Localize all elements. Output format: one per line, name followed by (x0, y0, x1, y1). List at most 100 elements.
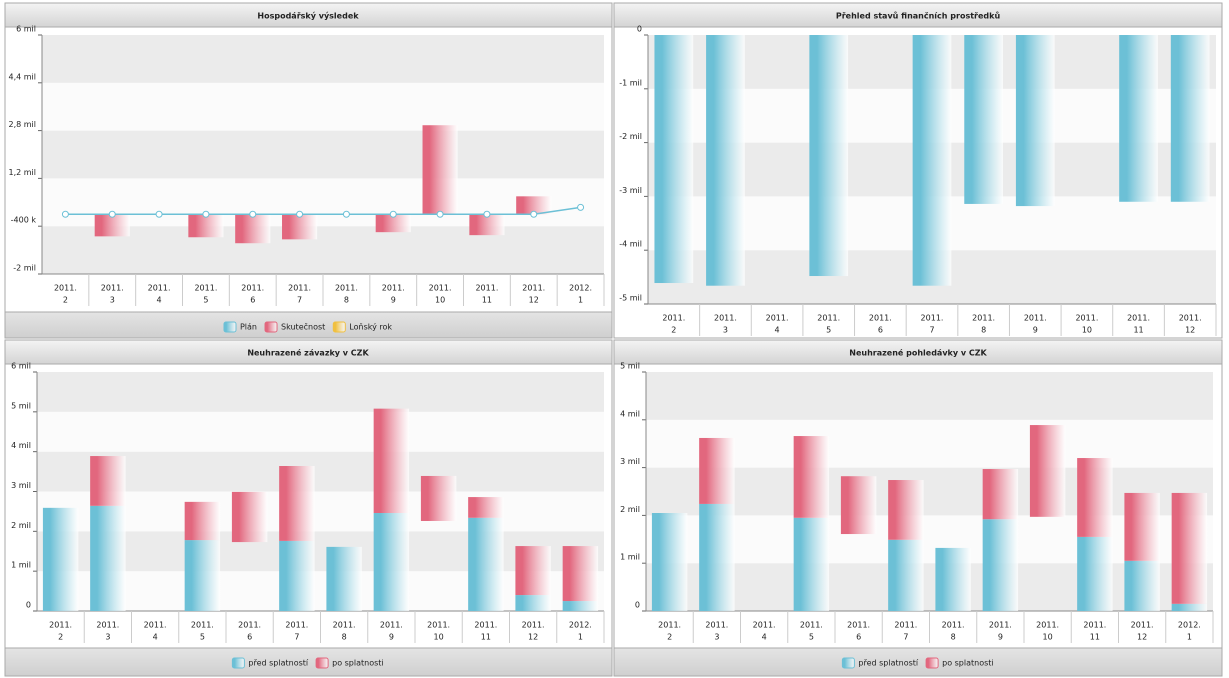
grid-band (646, 515, 1213, 564)
grid-band (42, 226, 604, 274)
y-tick-label: 0 (637, 25, 642, 34)
x-tick-label: 8 (344, 296, 349, 305)
legend-label: Skutečnost (281, 322, 325, 332)
legend-label: Plán (240, 323, 257, 332)
x-tick-label: 2012. (569, 621, 592, 630)
bar (373, 513, 410, 611)
bar (1077, 536, 1113, 611)
x-tick-label: 11 (482, 296, 492, 305)
grid-band (42, 82, 604, 131)
x-tick-label: 9 (1033, 326, 1038, 335)
y-tick-label: 2 mil (11, 521, 31, 530)
x-tick-label: 4 (762, 633, 767, 642)
x-tick-label: 2011. (49, 621, 72, 630)
x-tick-label: 2011. (1083, 621, 1106, 630)
x-tick-label: 1 (578, 633, 583, 642)
y-tick-label: 5 mil (11, 401, 31, 410)
bar (912, 35, 952, 286)
x-tick-label: 7 (297, 296, 302, 305)
bar (94, 214, 130, 237)
x-tick-label: 2 (667, 633, 672, 642)
legend-bar (613, 647, 1223, 677)
x-tick-label: 4 (775, 326, 780, 335)
legend-label: po splatnosti (332, 659, 384, 668)
bar (699, 437, 735, 504)
bar (562, 601, 599, 611)
legend-swatch (841, 657, 855, 669)
line-marker (483, 210, 491, 218)
x-tick-label: 2011. (191, 621, 214, 630)
bar (515, 546, 551, 596)
x-tick-label: 2011. (989, 621, 1012, 630)
y-tick-label: 0 (26, 601, 31, 610)
chart-title: Přehled stavů finančních prostředků (836, 11, 1001, 21)
x-tick-label: 10 (434, 633, 444, 642)
x-tick-label: 2011. (1179, 314, 1202, 323)
y-tick-label: -1 mil (619, 78, 642, 87)
bar (279, 540, 315, 611)
legend-swatch (315, 657, 329, 669)
x-tick-label: 6 (878, 326, 883, 335)
x-tick-label: 2011. (194, 284, 217, 293)
panel-header (4, 2, 613, 28)
y-tick-label: -5 mil (619, 294, 642, 303)
grid-band (37, 411, 604, 452)
bar (1119, 35, 1158, 202)
x-tick-label: 2011. (972, 314, 995, 323)
panel-header (613, 2, 1223, 28)
legend-label: před splatností (858, 659, 919, 668)
line-marker (577, 203, 585, 211)
x-tick-label: 2011. (522, 284, 545, 293)
bar (469, 214, 505, 236)
bar (706, 35, 745, 286)
bar (375, 214, 411, 233)
bar (373, 408, 410, 514)
chart-title: Neuhrazené závazky v CZK (247, 348, 369, 358)
line-marker (249, 210, 257, 218)
legend: před splatností po splatnosti (841, 657, 994, 669)
x-tick-label: 2011. (817, 314, 840, 323)
bar (793, 517, 830, 611)
legend-swatch (231, 657, 245, 669)
y-tick-label: 0 (635, 601, 640, 610)
x-tick-label: 8 (981, 326, 986, 335)
x-tick-label: 2011. (429, 284, 452, 293)
chart-title: Neuhrazené pohledávky v CZK (849, 348, 987, 358)
bar (964, 35, 1003, 204)
bar (468, 517, 504, 611)
grid-band (37, 451, 604, 492)
x-tick-label: 2011. (148, 284, 171, 293)
x-tick-label: 4 (157, 296, 162, 305)
bar (279, 466, 315, 541)
line-marker (389, 210, 397, 218)
x-tick-label: 2011. (1075, 314, 1098, 323)
x-tick-label: 2011. (869, 314, 892, 323)
bar (282, 214, 318, 240)
bar (1170, 35, 1210, 202)
bar (888, 539, 924, 611)
line-marker (155, 210, 163, 218)
y-tick-label: 3 mil (620, 457, 640, 466)
x-tick-label: 9 (389, 633, 394, 642)
bar (982, 519, 1019, 611)
grid-band (37, 571, 604, 611)
bar (184, 501, 221, 541)
legend-bar (4, 311, 613, 339)
y-tick-label: 4,4 mil (8, 72, 36, 81)
legend: před splatností po splatnosti (231, 657, 384, 669)
bar (231, 491, 268, 543)
panel-header (4, 339, 613, 365)
line-marker (108, 210, 116, 218)
x-tick-label: 2011. (714, 314, 737, 323)
x-tick-label: 2011. (427, 621, 450, 630)
grid-band (37, 372, 604, 412)
y-tick-label: -3 mil (619, 186, 642, 195)
x-tick-label: 2011. (662, 314, 685, 323)
grid-band (42, 130, 604, 179)
bar (793, 436, 830, 518)
bar (90, 456, 126, 506)
grid-band (646, 372, 1213, 420)
x-tick-label: 7 (929, 326, 934, 335)
bar (516, 196, 552, 215)
